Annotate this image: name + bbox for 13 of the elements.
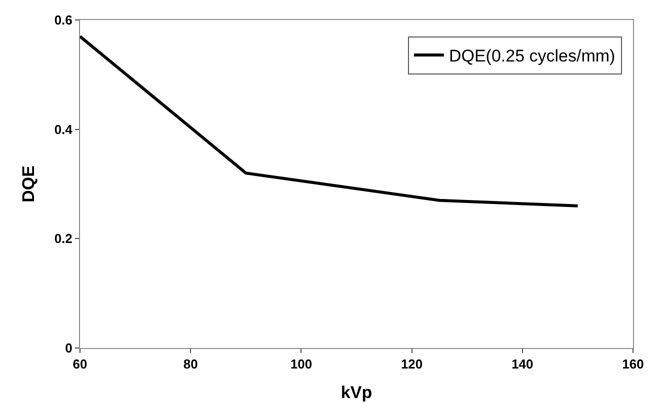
x-tick-label: 160 [622,356,644,372]
x-tick-label: 80 [183,356,198,372]
y-tick-label: 0 [65,340,72,356]
x-tick-label: 140 [512,356,534,372]
y-axis-title: DQE [18,166,38,202]
y-tick-label: 0.4 [54,122,74,137]
x-tick-label: 120 [400,356,423,372]
y-tick-label: 0.2 [54,231,72,246]
x-tick-label: 100 [290,356,312,372]
x-axis-title: kVp [340,383,372,402]
y-tick-label: 0.6 [54,12,72,28]
legend-label: DQE(0.25 cycles/mm) [448,46,616,66]
x-tick-label: 60 [72,356,88,372]
